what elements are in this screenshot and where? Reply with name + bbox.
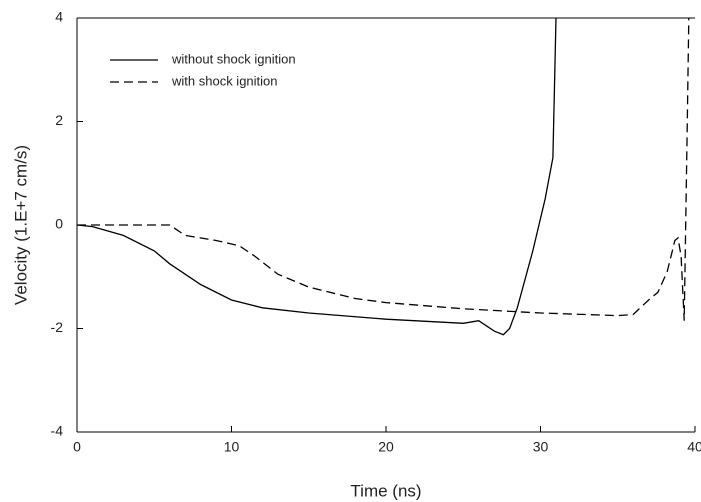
x-tick-label: 30 <box>533 439 549 455</box>
x-tick-label: 40 <box>687 439 701 455</box>
y-tick-label: -4 <box>51 423 64 439</box>
legend-label: without shock ignition <box>171 51 296 66</box>
x-axis-label: Time (ns) <box>350 481 421 500</box>
x-tick-label: 10 <box>224 439 240 455</box>
y-tick-label: 4 <box>55 9 63 25</box>
x-tick-label: 0 <box>73 439 81 455</box>
x-tick-label: 20 <box>378 439 394 455</box>
y-tick-label: 2 <box>55 112 63 128</box>
line-series <box>77 18 690 321</box>
legend-label: with shock ignition <box>171 73 278 88</box>
y-tick-label: 0 <box>55 216 63 232</box>
y-axis-label: Velocity (1.E+7 cm/s) <box>11 145 30 305</box>
y-tick-label: -2 <box>51 319 64 335</box>
line-series <box>77 18 557 336</box>
